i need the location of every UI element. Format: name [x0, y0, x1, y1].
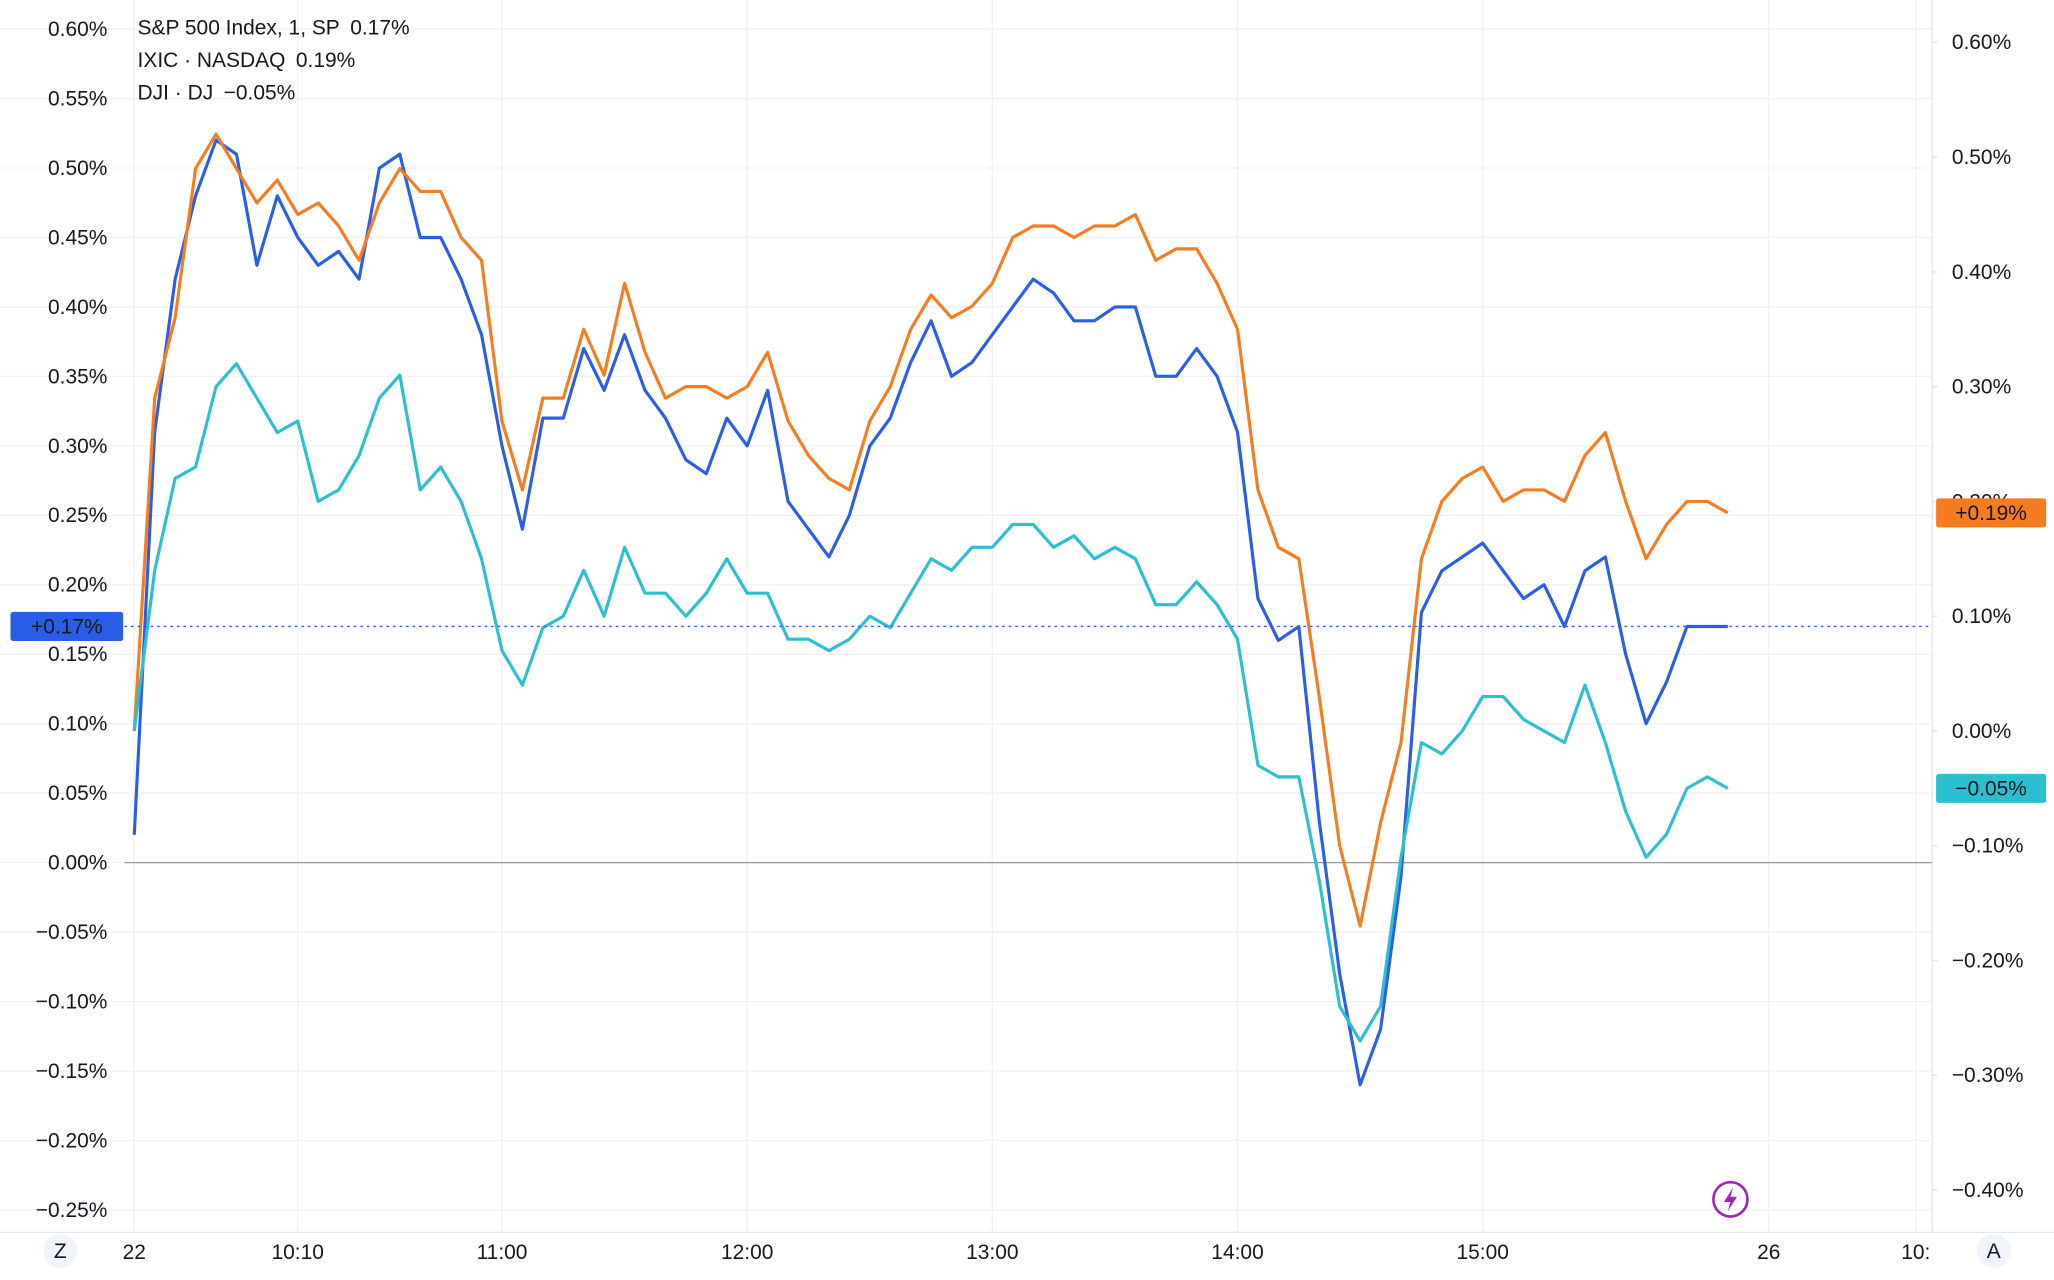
x-tick-label: 15:00: [1456, 1241, 1508, 1264]
labels: −0.25% −0.20% −0.15% −0.10% −0.05% 0.00% 0.05%…: [10, 17, 2047, 1264]
y-tick-label: −0.25%: [36, 1199, 108, 1222]
y2-tick-label: −0.30%: [1952, 1064, 2024, 1087]
x-tick-label: 22: [123, 1241, 146, 1264]
legend-value: 0.17%: [350, 17, 409, 40]
y-tick-label: 0.05%: [48, 782, 107, 805]
y2-tick-label: 0.00%: [1952, 720, 2011, 743]
x-tick-label: 13:00: [966, 1241, 1018, 1264]
y-tick-label: 0.50%: [48, 157, 107, 180]
series-line: [132, 362, 1729, 1043]
y-tick-label: 0.35%: [48, 365, 107, 388]
x-tick-label: 11:00: [477, 1241, 528, 1264]
x-tick-label: 10:10: [271, 1241, 323, 1264]
y2-tick-label: 0.50%: [1952, 146, 2011, 169]
value-badge: [1936, 498, 2047, 528]
lightning-icon[interactable]: [1712, 1180, 1749, 1218]
lines: [124, 132, 1933, 1087]
y-tick-label: −0.10%: [36, 990, 108, 1013]
value-badge-label: −0.05%: [1955, 777, 2027, 800]
value-badge-label: +0.17%: [31, 615, 103, 638]
legend-name: DJI · DJ: [138, 81, 214, 104]
y-tick-label: 0.55%: [48, 87, 107, 110]
series-line: [132, 132, 1729, 928]
legend-name: IXIC · NASDAQ: [138, 49, 286, 72]
y-tick-label: −0.05%: [36, 921, 108, 944]
y-tick-label: 0.60%: [48, 18, 107, 41]
y-tick-label: 0.30%: [48, 435, 107, 458]
y-tick-label: 0.10%: [48, 713, 107, 736]
z-button[interactable]: [43, 1233, 78, 1269]
y-tick-label: 0.00%: [48, 851, 107, 874]
y-tick-label: −0.20%: [36, 1129, 108, 1152]
y-tick-label: 0.25%: [48, 504, 107, 527]
series-line: [132, 138, 1728, 1087]
legend-value: −0.05%: [224, 81, 296, 104]
y2-tick-label: −0.20%: [1952, 949, 2024, 972]
y-tick-label: 0.15%: [48, 643, 107, 666]
legend-value: 0.19%: [296, 49, 355, 72]
x-tick-label: 12:00: [721, 1241, 773, 1264]
y-tick-label: 0.40%: [48, 296, 107, 319]
x-tick-label: 26: [1757, 1241, 1780, 1264]
a-button[interactable]: [1976, 1233, 2011, 1269]
grid: [0, 0, 1933, 1233]
y2-tick-label: −0.40%: [1952, 1179, 2024, 1202]
y-tick-label: 0.45%: [48, 226, 107, 249]
x-tick-label: 14:00: [1211, 1241, 1263, 1264]
y2-tick-label: 0.60%: [1952, 31, 2011, 54]
y2-tick-label: −0.10%: [1952, 835, 2024, 858]
value-badge-label: +0.19%: [1955, 502, 2027, 525]
value-badge: [1936, 773, 2047, 803]
y2-tick-label: 0.40%: [1952, 261, 2011, 284]
value-badge: [10, 611, 124, 641]
legend-name: S&P 500 Index, 1, SP: [138, 17, 340, 40]
z-button-label[interactable]: Z: [54, 1240, 67, 1263]
x-tick-label: 10:: [1901, 1241, 1930, 1264]
lightning-bolt: [1723, 1187, 1737, 1212]
y2-tick-label: 0.30%: [1952, 375, 2011, 398]
y-tick-label: 0.20%: [48, 574, 107, 597]
a-button-label[interactable]: A: [1987, 1240, 2001, 1263]
y-tick-label: −0.15%: [36, 1060, 108, 1083]
y2-tick-label: 0.10%: [1952, 605, 2011, 628]
